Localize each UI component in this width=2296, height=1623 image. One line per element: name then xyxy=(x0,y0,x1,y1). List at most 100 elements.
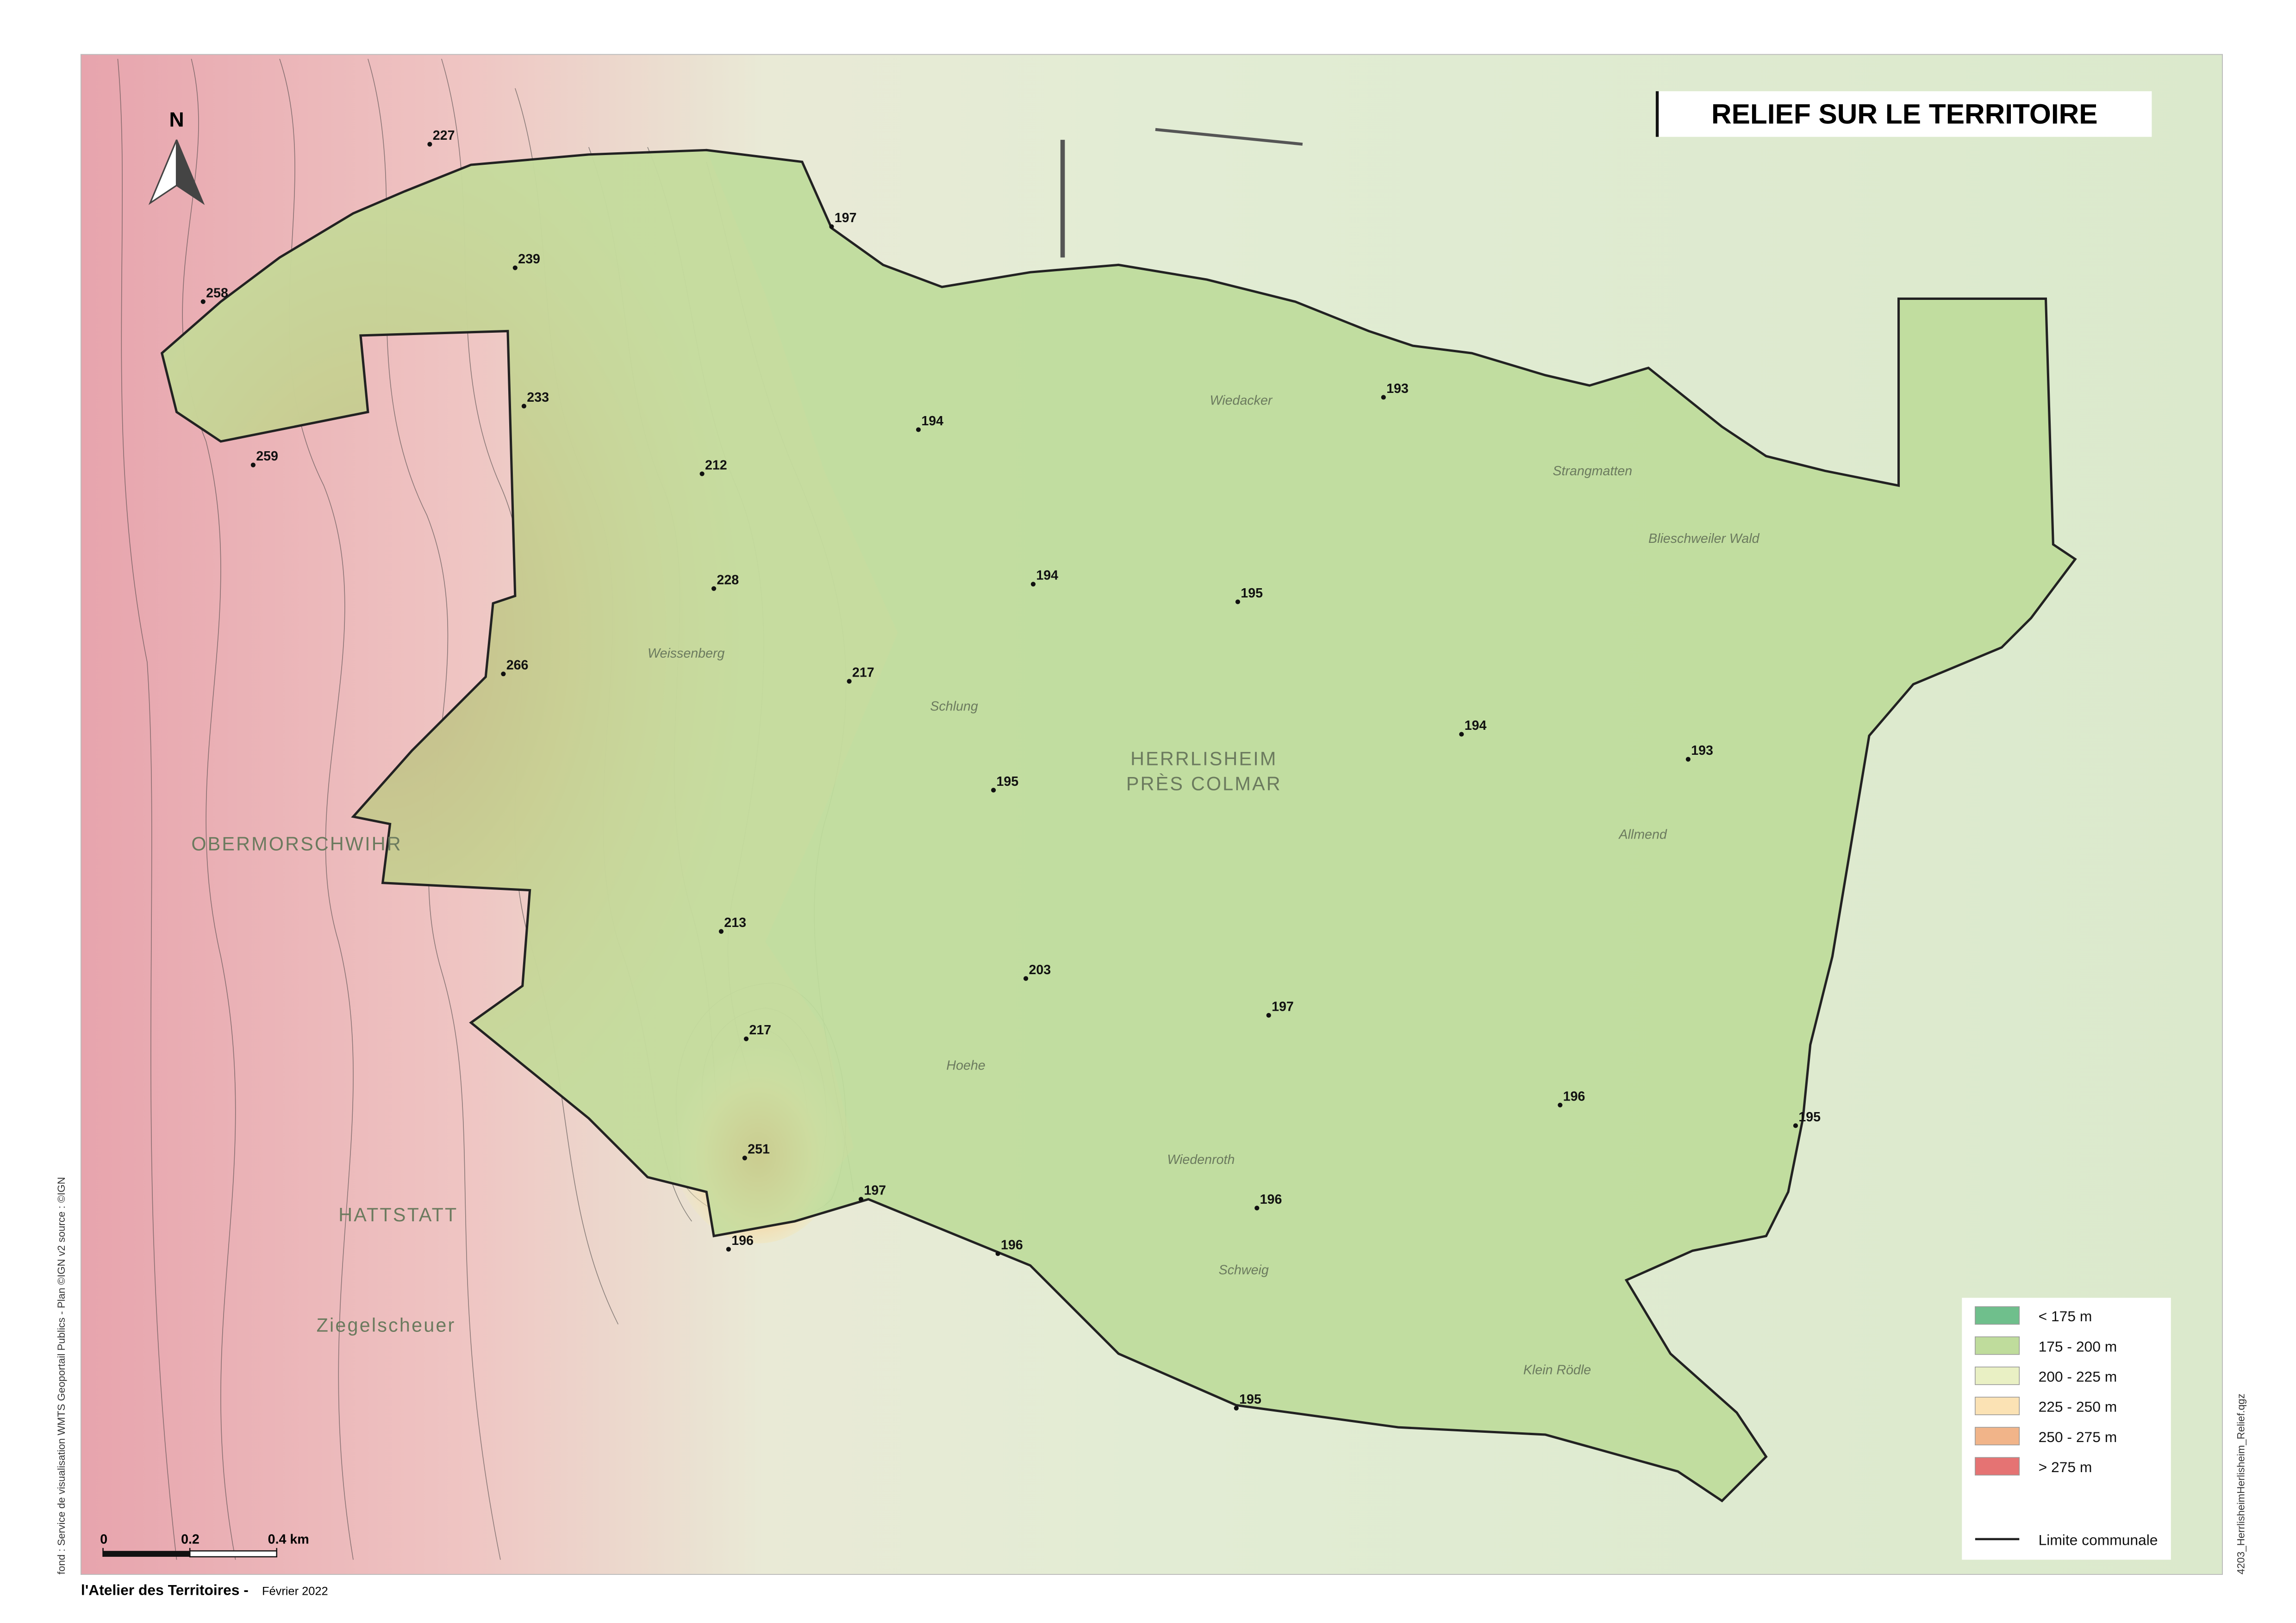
place-name: Hoehe xyxy=(946,1058,985,1073)
spot-height: 258 xyxy=(206,286,228,300)
legend-label: > 275 m xyxy=(2039,1459,2092,1475)
footer-date: Février 2022 xyxy=(262,1585,328,1598)
legend-swatch xyxy=(1975,1336,2020,1355)
spot-dot xyxy=(501,672,506,677)
scale-label: 0.4 km xyxy=(268,1532,309,1547)
place-name: Wiedacker xyxy=(1210,393,1273,408)
spot-dot xyxy=(427,142,432,147)
place-name: Schlung xyxy=(930,699,978,714)
spot-height: 195 xyxy=(997,774,1019,789)
spot-height: 217 xyxy=(852,665,874,680)
title-box xyxy=(1655,91,2152,137)
legend-label: 200 - 225 m xyxy=(2039,1368,2117,1385)
place-name: Blieschweiler Wald xyxy=(1648,531,1760,546)
spot-dot xyxy=(1235,599,1241,604)
spot-height: 197 xyxy=(1272,999,1294,1014)
legend-swatch xyxy=(1975,1397,2020,1415)
scale-label: 0.2 xyxy=(181,1532,200,1547)
legend-swatch xyxy=(1975,1427,2020,1446)
source: fond : Service de visualisation WMTS Geo… xyxy=(56,1177,67,1574)
scale-bar-white xyxy=(189,1550,278,1558)
spot-height: 197 xyxy=(864,1183,886,1198)
spot-dot xyxy=(1381,395,1386,400)
footer-author: l'Atelier des Territoires - xyxy=(81,1582,249,1598)
spot-height: 212 xyxy=(705,458,727,473)
spot-dot xyxy=(726,1247,731,1252)
spot-height: 194 xyxy=(1036,568,1058,583)
spot-dot xyxy=(742,1156,747,1161)
spot-dot xyxy=(1023,976,1029,981)
spot-dot xyxy=(200,299,206,304)
spot-height: 194 xyxy=(1465,718,1487,733)
scale-label: 0 xyxy=(100,1532,107,1547)
spot-height: 266 xyxy=(506,658,529,673)
place-names: Schlung Hoehe Weissenberg Wiedenroth Schweig… xyxy=(191,393,1759,1377)
spot-dot xyxy=(743,1036,749,1041)
spot-dot xyxy=(1234,1405,1239,1411)
place-name: OBERMORSCHWIHR xyxy=(191,833,402,855)
place-name: Wiedenroth xyxy=(1167,1152,1235,1167)
legend-boundary-label: Limite communale xyxy=(2039,1531,2158,1548)
spot-dot xyxy=(995,1251,1000,1256)
legend-label: 250 - 275 m xyxy=(2039,1429,2117,1445)
spot-height: 196 xyxy=(1563,1089,1585,1104)
spot-height: 196 xyxy=(1260,1192,1282,1207)
spot-heights: 227 197 258 239 233 194 259 212 193 194 228 195 266 2… xyxy=(200,128,1821,1411)
spot-dot xyxy=(250,462,256,467)
place-name: HATTSTATT xyxy=(338,1204,458,1225)
scale-bar-black xyxy=(103,1551,190,1557)
file-name: 4203_HerrlisheimHerlisheim_Relief.qgz xyxy=(2235,1393,2247,1574)
spot-height: 228 xyxy=(717,572,739,587)
north-arrow: N xyxy=(148,108,205,205)
place-name: Weissenberg xyxy=(648,646,725,661)
title: RELIEF SUR LE TERRITOIRE xyxy=(1711,98,2098,130)
spot-dot xyxy=(512,265,518,270)
legend-label: 225 - 250 m xyxy=(2039,1399,2117,1415)
spot-height: 197 xyxy=(835,211,857,225)
spot-height: 213 xyxy=(724,915,746,930)
spot-height: 195 xyxy=(1241,586,1263,601)
spot-dot xyxy=(847,679,852,684)
spot-dot xyxy=(1266,1013,1271,1018)
spot-dot xyxy=(991,788,996,793)
spot-dot xyxy=(521,404,526,409)
legend-swatch xyxy=(1975,1366,2020,1385)
spot-height: 233 xyxy=(527,390,549,405)
spot-dot xyxy=(858,1197,864,1202)
spot-height: 196 xyxy=(1001,1237,1023,1252)
town-name: HERRLISHEIM xyxy=(1130,748,1277,769)
spot-height: 251 xyxy=(748,1142,770,1157)
place-name: Strangmatten xyxy=(1553,464,1632,479)
scale-bar: 0 0.2 0.4 km xyxy=(100,1532,309,1558)
map-frame xyxy=(80,54,2223,1575)
pond xyxy=(1155,128,1303,146)
spot-height: 227 xyxy=(433,128,455,143)
spot-dot xyxy=(1459,732,1464,737)
place-name: Klein Rödle xyxy=(1523,1363,1591,1378)
spot-height: 196 xyxy=(731,1233,754,1248)
legend-swatch xyxy=(1975,1457,2020,1476)
spot-height: 194 xyxy=(921,414,943,429)
spot-height: 217 xyxy=(749,1023,771,1038)
spot-height: 195 xyxy=(1798,1110,1821,1125)
legend-items: < 175 m 175 - 200 m 200 - 225 m 225 - 250 m… xyxy=(1975,1306,2117,1476)
place-name: Schweig xyxy=(1219,1262,1269,1277)
spot-height: 239 xyxy=(518,252,540,267)
legend-label: < 175 m xyxy=(2039,1308,2092,1325)
spot-dot xyxy=(699,471,705,476)
legend-swatch xyxy=(1975,1306,2020,1325)
spot-height: 193 xyxy=(1691,743,1713,758)
spot-height: 193 xyxy=(1386,381,1409,396)
spot-dot xyxy=(1558,1102,1563,1107)
spot-dot xyxy=(1030,582,1036,587)
spot-height: 259 xyxy=(256,449,278,464)
town-name: PRÈS COLMAR xyxy=(1126,773,1282,794)
north-label: N xyxy=(169,108,184,131)
spot-dot xyxy=(1685,757,1691,762)
spot-dot xyxy=(711,586,717,591)
spot-height: 195 xyxy=(1239,1392,1261,1407)
legend-label: 175 - 200 m xyxy=(2039,1338,2117,1355)
spot-dot xyxy=(1793,1123,1798,1128)
